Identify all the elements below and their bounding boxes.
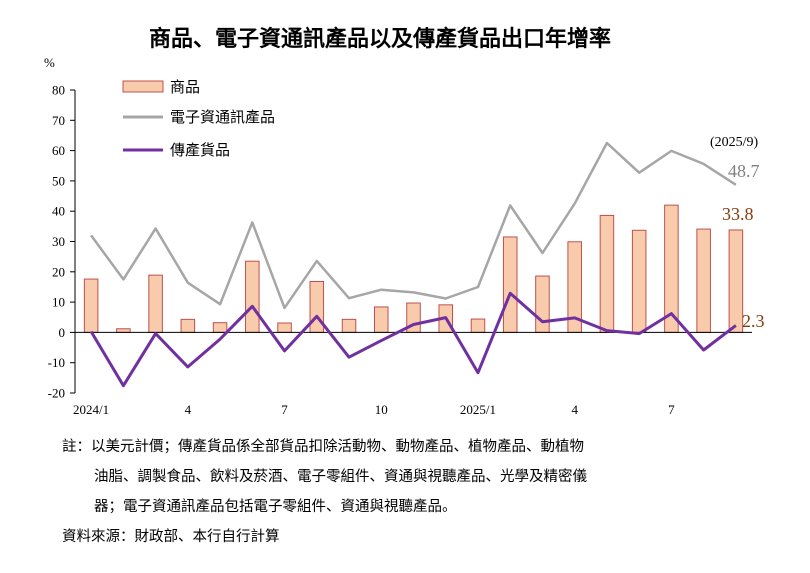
line-electronics bbox=[90, 141, 737, 310]
x-tick-label: 4 bbox=[185, 402, 192, 417]
bar-goods bbox=[83, 278, 99, 333]
legend: 商品 電子資通訊產品 傳產貨品 bbox=[122, 78, 275, 159]
bar-goods bbox=[470, 318, 486, 333]
chart-title: 商品、電子資通訊產品以及傳產貨品出口年增率 bbox=[149, 26, 611, 52]
note-line-1: 註：以美元計價；傳產貨品係全部貨品扣除活動物、動物產品、植物產品、動植物 bbox=[62, 439, 584, 455]
y-tick-label: 80 bbox=[52, 83, 65, 98]
x-tick-label: 2024/1 bbox=[73, 402, 109, 417]
bar-goods bbox=[696, 228, 711, 333]
y-tick-label: 60 bbox=[52, 143, 65, 158]
y-axis-unit: % bbox=[44, 55, 55, 70]
bar-goods bbox=[373, 306, 389, 333]
source-note: 資料來源：財政部、本行自行計算 bbox=[62, 529, 280, 545]
annotation-electronics-value: 48.7 bbox=[728, 161, 760, 181]
legend-label-goods: 商品 bbox=[170, 78, 200, 96]
bar-goods bbox=[631, 229, 647, 333]
bar-goods bbox=[502, 236, 518, 333]
annotation-goods-value: 33.8 bbox=[722, 204, 754, 224]
x-tick-label: 7 bbox=[281, 402, 288, 417]
y-tick-label: -10 bbox=[48, 355, 65, 370]
bar-goods bbox=[116, 328, 131, 333]
bar-goods bbox=[535, 275, 550, 333]
note-line-2: 油脂、調製食品、飲料及菸酒、電子零組件、資通與視聽產品、光學及精密儀 bbox=[94, 469, 587, 485]
bar-goods bbox=[148, 274, 163, 333]
y-tick-label: 30 bbox=[52, 234, 65, 249]
x-tick-label: 2025/1 bbox=[460, 402, 496, 417]
bar-goods bbox=[245, 260, 260, 333]
plot-area: 80 70 60 50 40 30 20 10 0 -10 -20 2024/1 4 7 10 2025/1 4… bbox=[48, 83, 752, 417]
bar-goods bbox=[180, 318, 196, 333]
annotation-period: (2025/9) bbox=[710, 135, 759, 150]
y-tick-label: 70 bbox=[52, 113, 65, 128]
line-traditional bbox=[89, 291, 737, 388]
legend-label-electronics: 電子資通訊產品 bbox=[170, 108, 275, 126]
y-tick-label: 50 bbox=[52, 173, 65, 188]
y-tick-label: 40 bbox=[52, 204, 65, 219]
bar-goods bbox=[728, 229, 744, 333]
legend-swatch-goods bbox=[122, 80, 164, 93]
bar-goods bbox=[599, 214, 615, 333]
y-tick-label: 0 bbox=[59, 325, 66, 340]
bar-goods bbox=[277, 322, 292, 333]
y-tick-label: 20 bbox=[52, 264, 65, 279]
y-tick-label: -20 bbox=[48, 386, 65, 401]
bar-goods bbox=[341, 318, 357, 333]
bar-goods bbox=[309, 280, 325, 333]
note-line-3: 器；電子資通訊產品包括電子零組件、資通與視聽產品。 bbox=[94, 499, 457, 515]
y-tick-label: 10 bbox=[52, 295, 65, 310]
x-tick-label: 10 bbox=[375, 402, 388, 417]
x-tick-label: 7 bbox=[668, 402, 675, 417]
legend-label-traditional: 傳產貨品 bbox=[170, 141, 230, 159]
x-tick-label: 4 bbox=[571, 402, 578, 417]
annotation-traditional-value: 2.3 bbox=[742, 311, 765, 331]
bar-goods bbox=[212, 322, 228, 333]
